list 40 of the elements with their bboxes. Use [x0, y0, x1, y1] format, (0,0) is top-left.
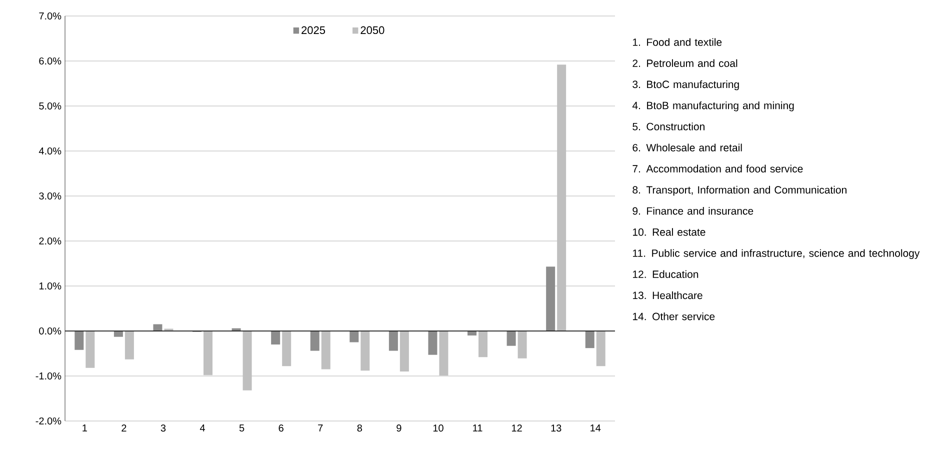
y-tick-label: 6.0%: [39, 57, 62, 65]
y-tick-label: 3.0%: [39, 192, 62, 200]
legend-label: 2025: [302, 26, 326, 34]
x-tick-label: 11: [473, 424, 482, 432]
y-tick-label: 1.0%: [39, 282, 62, 290]
y-tick-label: -1.0%: [36, 372, 62, 380]
text: 6. Wholesale and retail: [632, 144, 742, 152]
text: 13. Healthcare: [633, 291, 702, 300]
text: 14. Other service: [633, 312, 715, 320]
y-tick-label: 2.0%: [39, 237, 62, 245]
y-tick-label: 7.0%: [39, 12, 62, 20]
text: 1. Food and textile: [633, 38, 722, 46]
y-tick-label: -2.0%: [36, 417, 62, 425]
x-tick-label: 12: [512, 424, 522, 432]
text: 8. Transport, Information and Communication: [632, 186, 846, 196]
text: 3. BtoC manufacturing: [632, 80, 739, 90]
text: 2. Petroleum and coal: [632, 59, 738, 68]
text: 9. Finance and insurance: [632, 206, 754, 215]
x-tick-label: 13: [551, 424, 562, 432]
text: 4. BtoB manufacturing and mining: [632, 101, 794, 112]
x-tick-label: 7: [318, 424, 323, 432]
legend-label: 2050: [360, 26, 384, 34]
text: 12. Education: [633, 270, 698, 278]
x-tick-label: 2: [122, 424, 126, 432]
x-tick-label: 1: [82, 424, 87, 432]
x-tick-label: 3: [160, 424, 166, 432]
x-tick-label: 9: [396, 424, 402, 432]
x-tick-label: 6: [278, 424, 284, 432]
y-tick-label: 5.0%: [39, 102, 62, 110]
x-tick-label: 5: [239, 424, 244, 432]
x-tick-label: 8: [357, 424, 362, 432]
text: 10. Real estate: [633, 228, 706, 236]
text: 11. Public service and infrastructure, science and technology: [633, 249, 920, 259]
text: 7. Accommodation and food service: [632, 164, 803, 173]
x-tick-label: 4: [200, 424, 205, 432]
y-tick-label: 4.0%: [38, 147, 62, 155]
x-tick-label: 14: [590, 424, 601, 432]
text: 5. Construction: [632, 122, 704, 130]
y-tick-label: 0.0%: [39, 327, 62, 335]
x-tick-label: 10: [433, 424, 444, 432]
